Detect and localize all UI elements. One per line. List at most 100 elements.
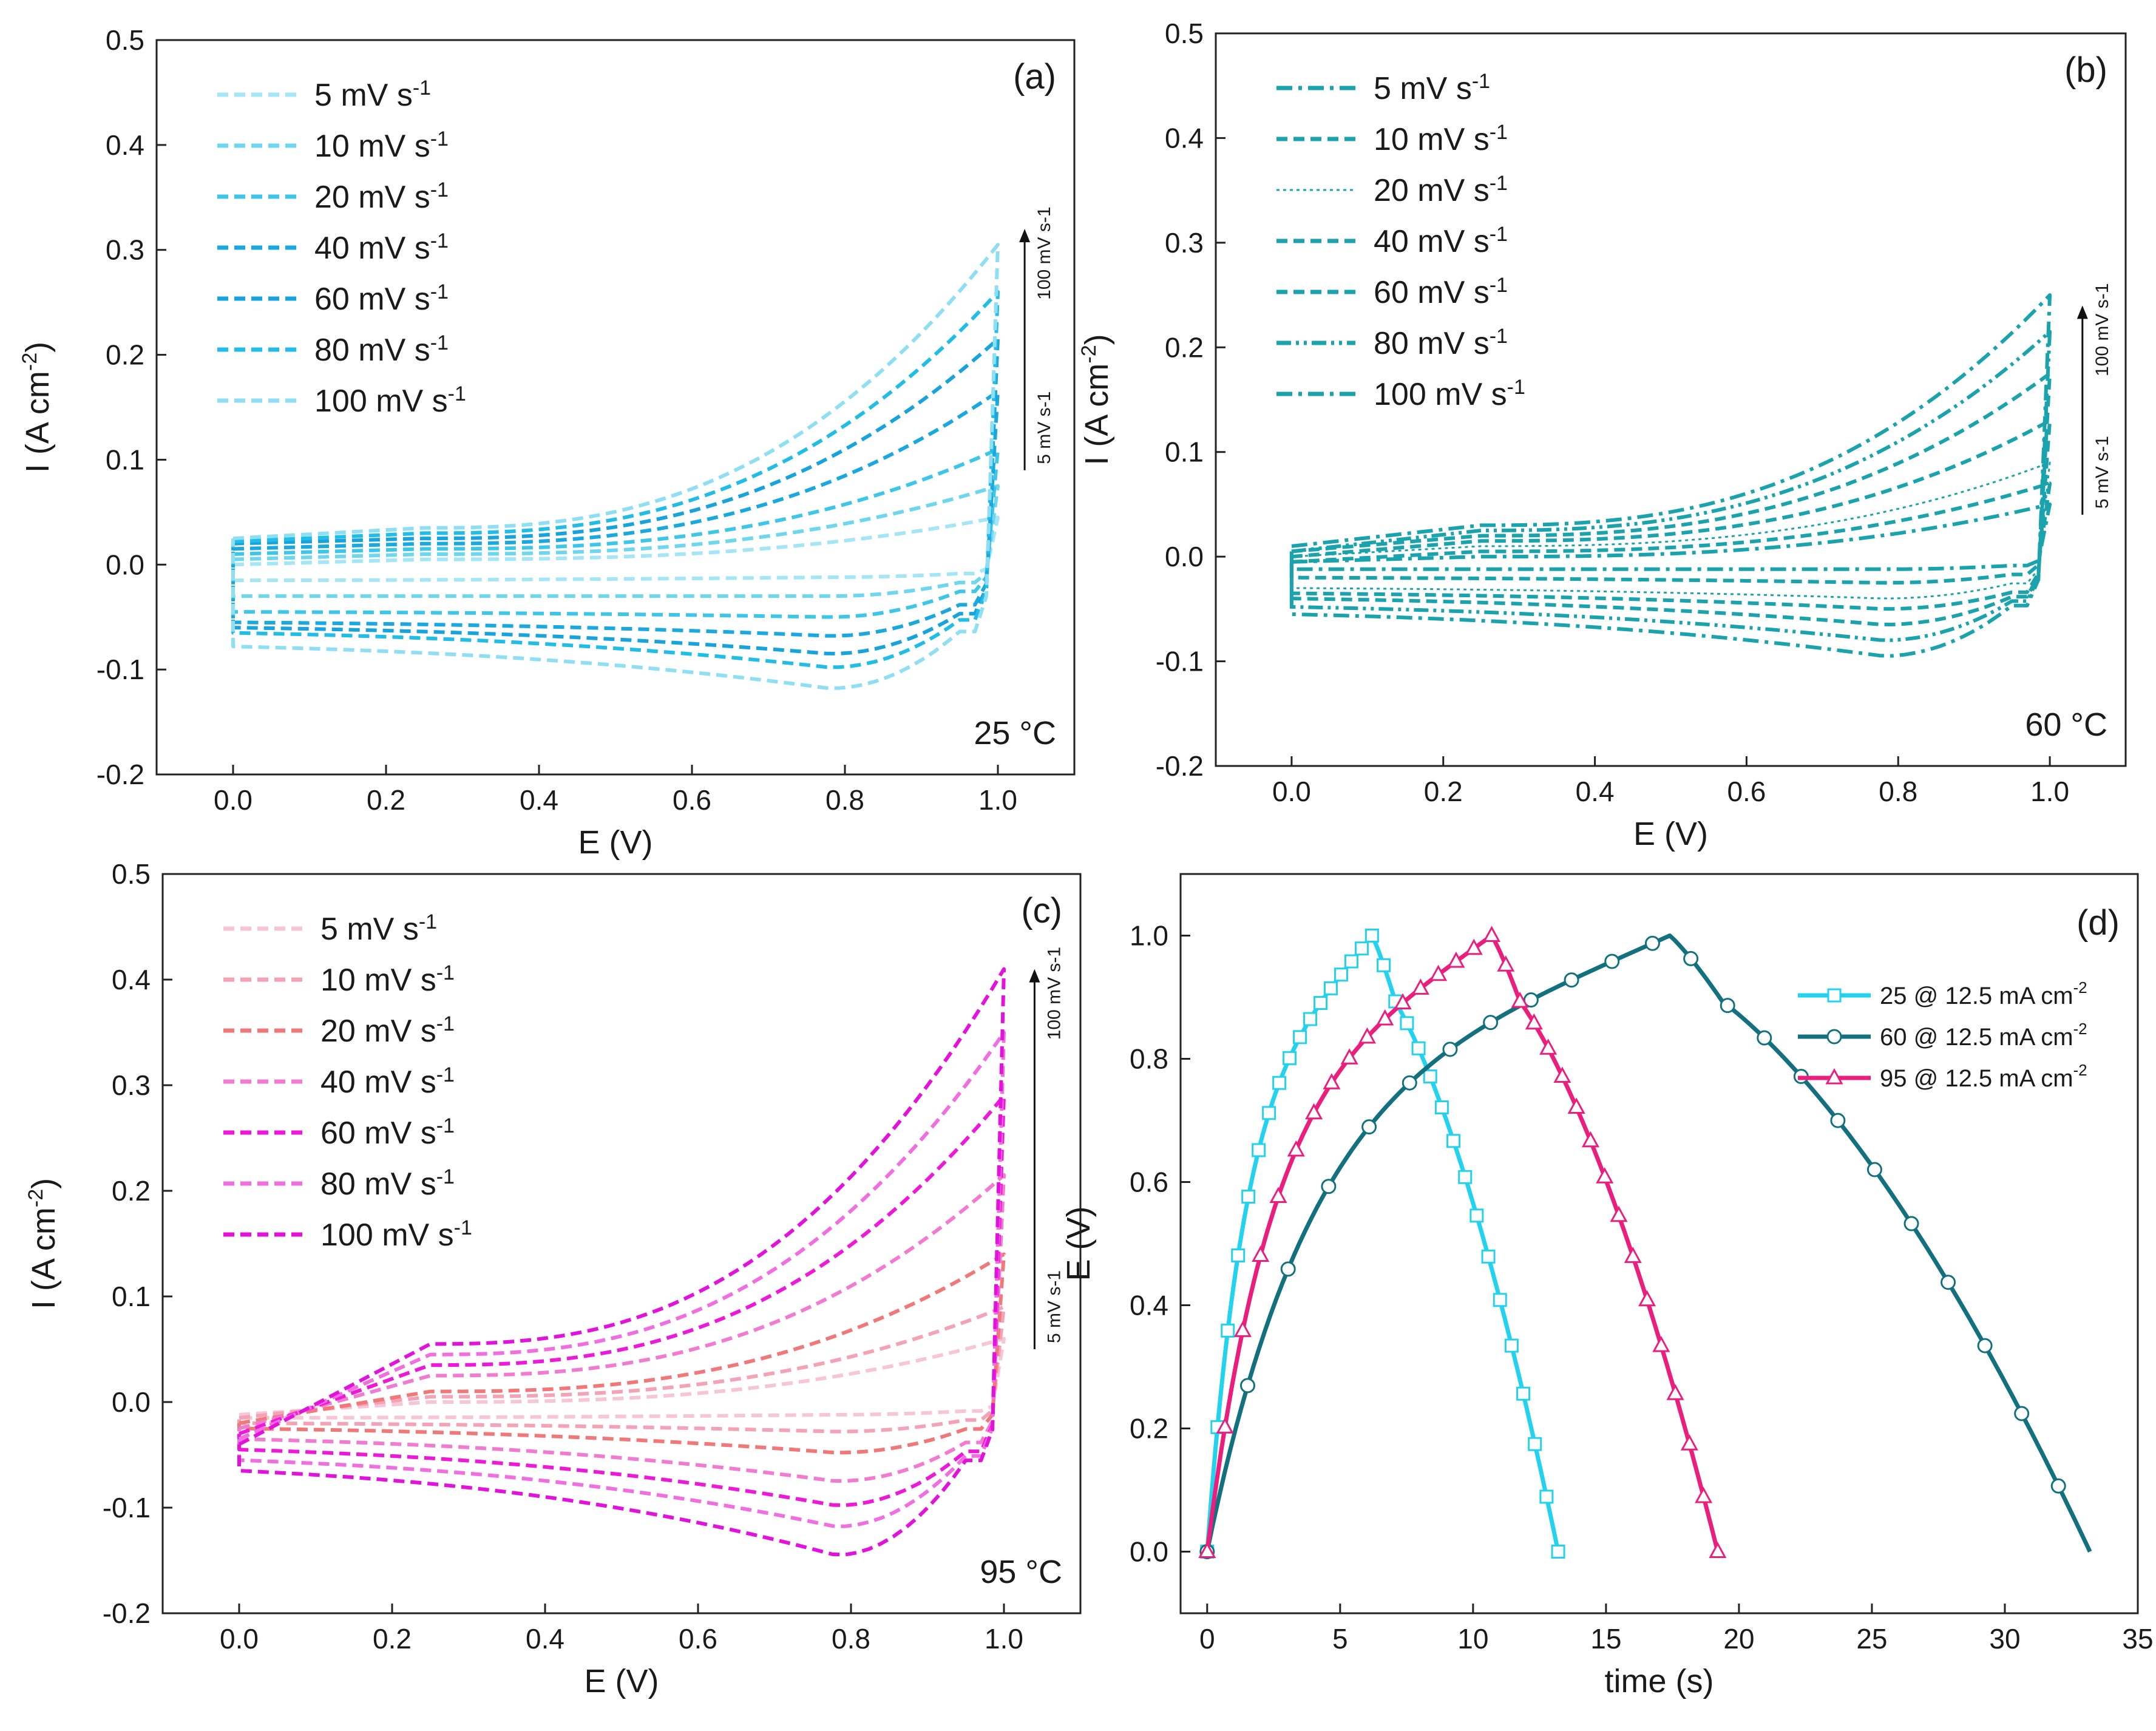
y-tick-label: 0.0 [106, 549, 144, 580]
gcd-marker [1323, 1073, 1341, 1089]
legend-entry-base: 10 mV s [320, 963, 436, 998]
x-tick-label: 0.8 [832, 1623, 870, 1655]
x-tick-label: 10 [1457, 1623, 1488, 1655]
gcd-marker [1429, 964, 1448, 981]
x-tick-label: 0.4 [520, 784, 558, 816]
gcd-marker [1411, 1041, 1426, 1055]
gcd-marker [1709, 1542, 1727, 1558]
gcd-marker [1644, 935, 1660, 951]
y-axis-title: I (A cm-2) [24, 1178, 62, 1309]
gcd-marker [1638, 1290, 1656, 1307]
gcd-marker [1720, 998, 1735, 1014]
y-axis-title-close: ) [19, 342, 56, 353]
gcd-marker [1216, 1417, 1234, 1434]
legend-entry-base: 60 @ 12.5 mA cm [1880, 1024, 2073, 1051]
legend-entry-sup: -1 [436, 1012, 455, 1035]
y-axis-title-sup: -2 [1077, 345, 1100, 363]
scan-rate-arrow-head [2076, 305, 2088, 319]
panel-b-cv-60c: 0.0 0.2 0.4 0.6 0.8 1.0 -0.2 -0.1 0.0 0.1 0.2 0.3 0.… [1077, 18, 2127, 852]
gcd-marker [1442, 1042, 1458, 1057]
y-tick-label: 0.3 [106, 234, 144, 266]
gcd-marker [1252, 1143, 1266, 1157]
x-axis-title: time (s) [1605, 1663, 1714, 1699]
gcd-marker [1458, 1170, 1473, 1184]
gcd-marker [1447, 951, 1465, 968]
legend-entry-base: 100 mV s [314, 384, 448, 419]
cv-series-1 [231, 515, 1000, 583]
y-tick-label: 0.2 [1130, 1413, 1168, 1445]
gcd-marker [1241, 1190, 1256, 1204]
cv-series-2 [231, 484, 1000, 598]
legend-entry-sup: -2 [2073, 1020, 2087, 1038]
cv-series-6 [1289, 330, 2052, 642]
legend-entry: 20 mV s-1 [1374, 172, 1508, 208]
x-tick-label: 30 [1989, 1623, 2020, 1655]
gcd-marker [1334, 967, 1348, 982]
y-tick-label: 0.4 [1130, 1290, 1168, 1321]
legend-entry-base: 40 mV s [314, 231, 430, 266]
legend-entry: 20 mV s-1 [320, 1012, 455, 1049]
legend-entry: 10 mV s-1 [314, 127, 449, 164]
legend-entry: 5 mV s-1 [314, 76, 431, 113]
gcd-marker [1525, 1013, 1543, 1030]
y-tick-label: 0.1 [112, 1281, 151, 1312]
legend-marker [1827, 988, 1842, 1003]
legend-entry-sup: -1 [413, 76, 431, 100]
legend-entry-base: 10 mV s [314, 129, 430, 164]
gcd-marker [1652, 1335, 1670, 1352]
gcd-marker [1321, 1179, 1337, 1194]
plot-frame [1215, 32, 2127, 767]
legend-entry: 40 mV s-1 [320, 1063, 455, 1100]
y-tick-label: 0.8 [1130, 1043, 1168, 1075]
x-tick-label: 0.8 [1879, 776, 1917, 807]
legend-entry-sup: -1 [436, 961, 455, 984]
y-tick-label: -0.2 [97, 759, 144, 790]
y-tick-label: 0.4 [112, 964, 151, 995]
legend-entry: 40 mV s-1 [314, 229, 449, 266]
gcd-marker [1610, 1205, 1628, 1222]
legend-entry-base: 20 mV s [1374, 173, 1490, 208]
gcd-marker [1504, 1338, 1519, 1353]
x-tick-label: 25 [1856, 1623, 1887, 1655]
legend-entry-sup: -2 [2073, 1061, 2087, 1079]
y-tick-label: 0.4 [106, 129, 144, 161]
cv-series-3 [237, 1252, 1006, 1455]
legend-entry: 5 mV s-1 [1374, 70, 1490, 106]
x-tick-label: 20 [1723, 1623, 1754, 1655]
y-axis-title-base: I (A cm [25, 1207, 62, 1309]
gcd-marker [1262, 1106, 1276, 1120]
legend-entry-sup: -1 [430, 178, 449, 202]
legend-entry-base: 40 mV s [1374, 224, 1490, 259]
gcd-marker [1272, 1076, 1287, 1090]
gcd-marker [1830, 1113, 1846, 1128]
legend-entry-sup: -1 [430, 127, 449, 151]
gcd-marker [1198, 1542, 1216, 1558]
panel-tag: (c) [1021, 891, 1062, 930]
legend-entry-sup: -1 [436, 1165, 455, 1188]
arrow-label-low: 5 mV s-1 [1034, 391, 1054, 464]
x-tick-label: 0.2 [367, 784, 405, 816]
gcd-marker [1344, 954, 1358, 969]
gcd-marker [2050, 1478, 2066, 1494]
legend: 25 @ 12.5 mA cm-260 @ 12.5 mA cm-295 @ 1… [1798, 978, 2087, 1092]
legend-entry-base: 5 mV s [320, 912, 419, 947]
x-tick-label: 0.0 [214, 784, 253, 816]
gcd-marker [1354, 941, 1369, 956]
cv-curves [231, 243, 1000, 690]
gcd-marker [1364, 929, 1379, 943]
cv-series-3 [231, 447, 1000, 619]
x-tick-label: 35 [2122, 1623, 2153, 1655]
y-tick-label: 1.0 [1130, 920, 1168, 952]
legend-entry: 40 mV s-1 [1374, 223, 1508, 259]
y-tick-label: -0.2 [103, 1597, 151, 1629]
arrow-label-high: 100 mV s-1 [1034, 206, 1054, 299]
y-axis-title: I (A cm-2) [18, 342, 56, 473]
legend-entry-sup: -1 [454, 1216, 472, 1239]
y-axis-title-close: ) [1079, 334, 1115, 345]
legend-entry-sup: -1 [1490, 325, 1508, 348]
legend-entry-sup: -1 [436, 1114, 455, 1137]
legend-entry-base: 60 mV s [314, 282, 430, 317]
x-tick-label: 0.4 [1576, 776, 1615, 807]
gcd-marker [1269, 1187, 1287, 1204]
x-tick-label: 15 [1590, 1623, 1621, 1655]
